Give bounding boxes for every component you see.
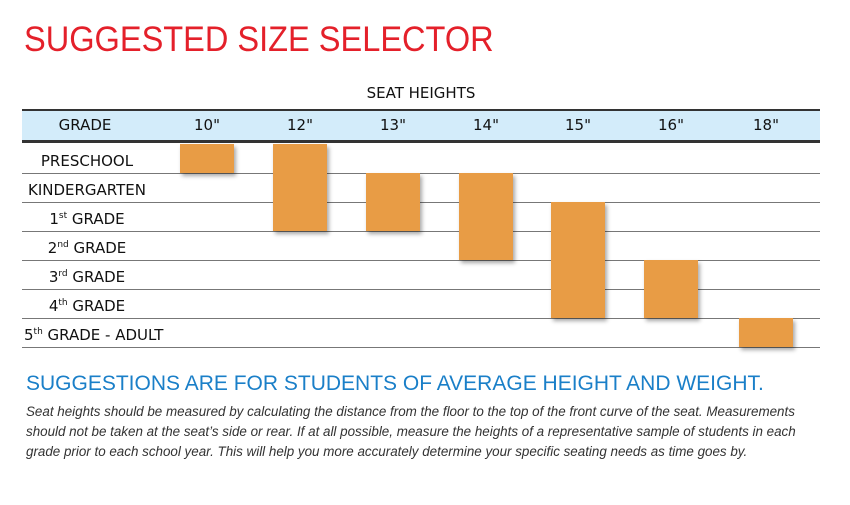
chart-title: SUGGESTED SIZE SELECTOR (24, 20, 494, 59)
row-label: KINDERGARTEN (22, 173, 152, 205)
ordinal-suffix: th (58, 298, 68, 308)
row-label: 2nd GRADE (22, 231, 152, 263)
range-bar (739, 318, 793, 347)
row-label: 1st GRADE (22, 202, 152, 234)
row-label-text: KINDERGARTEN (27, 181, 146, 199)
row-label-text: 2 (47, 239, 58, 257)
header-band: GRADE 10" 12" 13" 14" 15" 16" 18" (22, 111, 820, 140)
header-divider (22, 140, 820, 143)
table-row: 3rd GRADE (22, 260, 820, 290)
table-row: KINDERGARTEN (22, 173, 820, 203)
ordinal-suffix: rd (58, 269, 68, 279)
ordinal-suffix: nd (57, 240, 69, 250)
range-bar (459, 173, 513, 260)
column-group-label: SEAT HEIGHTS (366, 84, 476, 102)
ordinal-suffix: th (33, 327, 43, 337)
table-row: 4th GRADE (22, 289, 820, 319)
column-header: 10" (194, 116, 220, 134)
grade-header: GRADE (58, 116, 112, 134)
range-bar (180, 144, 234, 173)
row-label: PRESCHOOL (22, 144, 152, 176)
row-label-suffix: GRADE (68, 239, 127, 257)
row-label-suffix: GRADE (67, 268, 126, 286)
column-header: 16" (658, 116, 684, 134)
range-bar (366, 173, 420, 231)
note-text: Seat heights should be measured by calcu… (26, 404, 796, 459)
row-label: 5th GRADE - ADULT (24, 318, 163, 350)
ordinal-suffix: st (58, 211, 68, 221)
table-row: 5th GRADE - ADULT (22, 318, 820, 348)
subtitle: SUGGESTIONS ARE FOR STUDENTS OF AVERAGE … (26, 372, 764, 395)
top-divider (22, 109, 820, 111)
row-label: 3rd GRADE (22, 260, 152, 292)
column-header: 13" (380, 116, 406, 134)
range-bar (273, 144, 327, 231)
row-label-suffix: GRADE (67, 210, 125, 228)
row-label-suffix: GRADE (67, 297, 126, 315)
column-header: 18" (753, 116, 779, 134)
column-header: 15" (565, 116, 591, 134)
row-label-text: 1 (49, 210, 59, 228)
column-header: 14" (473, 116, 499, 134)
row-label-text: 4 (48, 297, 59, 315)
range-bar (644, 260, 698, 318)
range-bar (551, 202, 605, 318)
table-row: 2nd GRADE (22, 231, 820, 261)
row-label-suffix: GRADE - ADULT (42, 326, 164, 344)
table-row: PRESCHOOL (22, 144, 820, 174)
row-label-text: PRESCHOOL (40, 152, 134, 170)
row-label-text: 3 (48, 268, 59, 286)
column-header: 12" (287, 116, 313, 134)
row-label: 4th GRADE (22, 289, 152, 321)
row-label-text: 5 (24, 326, 34, 344)
table-row: 1st GRADE (22, 202, 820, 232)
